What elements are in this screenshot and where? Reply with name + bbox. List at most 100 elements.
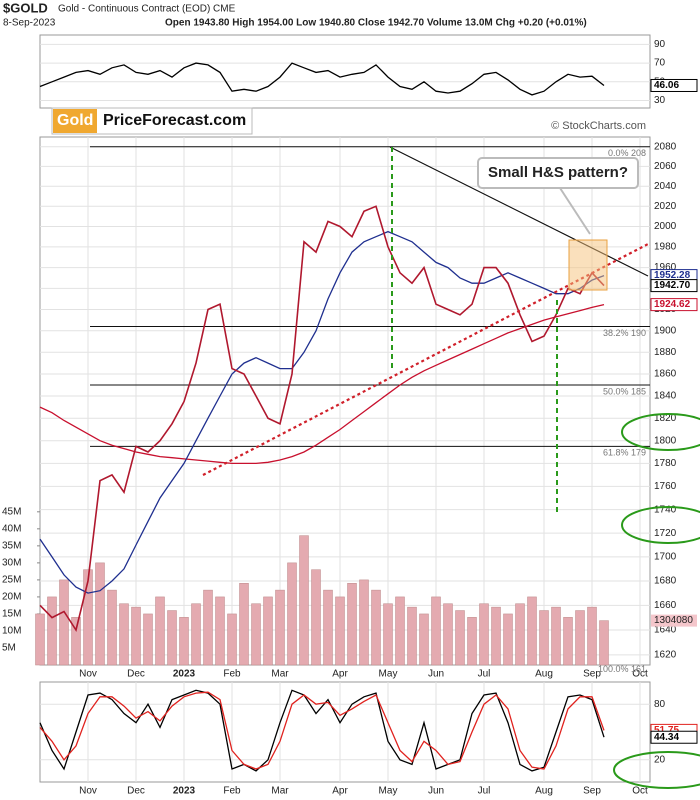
x-tick-label: Aug [535,786,553,797]
volume-bar [551,606,561,666]
volume-bar [383,603,393,666]
highlight [621,506,700,544]
y-tick-label: 1800 [654,435,677,446]
x-tick-label: Mar [271,786,289,797]
volume-bar [287,562,297,666]
volume-bar [71,617,81,666]
volume-flag-label: 1304080 [654,615,693,626]
x-tick-label: May [379,786,398,797]
volume-bar [191,603,201,666]
value-flag-label: 1952.28 [654,270,691,281]
stoch-frame [39,681,651,783]
volume-bar [599,620,609,666]
level-label: 61.8% 179 [603,448,646,458]
value-flag-label: 1924.62 [654,299,691,310]
volume-bar [35,613,45,666]
y2-tick-label: 30M [2,558,21,569]
x-tick-label: May [379,669,398,680]
highlight [613,751,700,789]
level-label: 100.0% 161 [598,664,646,674]
volume-bar [491,606,501,666]
volume-bar [455,610,465,666]
volume-bar [587,606,597,666]
y-tick-label: 1760 [654,481,677,492]
series-line [39,691,605,770]
y-tick-label: 1720 [654,528,677,539]
volume-bar [503,613,513,666]
volume-bar [407,606,417,666]
y-tick-label: 1840 [654,391,677,402]
x-tick-label: Mar [271,669,289,680]
x-tick-label: Jul [478,786,491,797]
series-line [39,689,605,772]
x-tick-label: Sep [583,786,601,797]
y-tick-label: 1660 [654,600,677,611]
volume-bar [563,617,573,666]
y-tick-label: 2000 [654,221,677,232]
y2-tick-label: 20M [2,592,21,603]
volume-bar [539,610,549,666]
y2-tick-label: 15M [2,609,21,620]
value-flag-label: 51.75 [654,725,679,736]
volume-bar [203,589,213,666]
volume-bar [155,596,165,666]
volume-bar [179,617,189,666]
value-flag [650,78,698,92]
volume-bar [299,535,309,666]
value-flag-label: 46.06 [654,80,679,91]
volume-bar [83,569,93,666]
y-tick-label: 1680 [654,576,677,587]
y2-tick-label: 35M [2,540,21,551]
highlight [621,413,700,451]
x-tick-label: Sep [583,669,601,680]
volume-bar [227,613,237,666]
volume-bar [347,583,357,666]
logo-left: Gold [57,112,93,129]
volume-bar [239,583,249,666]
volume-bar [131,606,141,666]
x-tick-label: Feb [223,669,241,680]
price-frame [39,136,651,666]
y-tick-label: 2060 [654,161,677,172]
watermark: © StockCharts.com [551,120,646,132]
volume-bar [167,610,177,666]
y-tick-label: 1620 [654,650,677,661]
volume-bar [515,603,525,666]
volume-bar [215,596,225,666]
volume-bar [47,596,57,666]
x-tick-label: Nov [79,786,97,797]
y-tick-label: 1860 [654,369,677,380]
y-tick-label: 2020 [654,201,677,212]
volume-bar [143,613,153,666]
volume-bar [59,579,69,666]
y-tick-label: 70 [654,58,666,69]
volume-bar [251,603,261,666]
volume-bar [107,589,117,666]
x-tick-label: 2023 [173,669,196,680]
volume-bar [335,596,345,666]
y2-tick-label: 25M [2,575,21,586]
series-line [39,62,605,96]
x-tick-label: Dec [127,669,145,680]
level-label: 50.0% 185 [603,386,646,396]
y-tick-label: 80 [654,699,666,710]
y-tick-label: 2040 [654,181,677,192]
x-tick-label: Dec [127,786,145,797]
y-tick-label: 1900 [654,325,677,336]
level-label: 0.0% 208 [608,148,646,158]
volume-bar [527,596,537,666]
date: 8-Sep-2023 [3,18,56,29]
value-flag [650,279,698,293]
volume-bar [575,610,585,666]
series-line [39,230,605,594]
symbol: $GOLD [3,0,48,15]
x-tick-label: Aug [535,669,553,680]
volume-flag [651,614,697,627]
x-tick-label: Jul [478,669,491,680]
x-tick-label: Oct [632,669,648,680]
volume-bar [275,589,285,666]
description: Gold - Continuous Contract (EOD) CME [58,4,236,15]
y2-tick-label: 5M [2,643,16,654]
volume-bar [95,562,105,666]
